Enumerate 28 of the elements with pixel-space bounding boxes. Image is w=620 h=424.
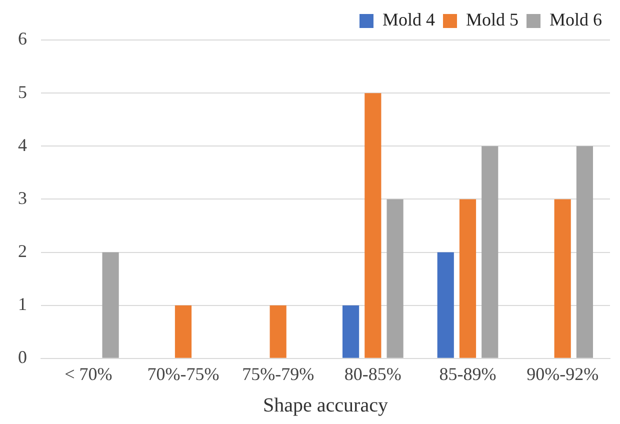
bar [386,199,404,358]
y-tick-label: 3 [18,188,27,208]
x-tick-label: < 70% [64,364,112,384]
y-tick-label: 2 [18,241,27,261]
x-tick-label: 70%-75% [147,364,220,384]
y-tick-label: 0 [18,347,27,368]
legend-label: Mold 5 [466,10,519,30]
bar [342,305,360,358]
bar [364,93,382,358]
x-tick-label: 85-89% [439,364,496,384]
bar [576,146,594,358]
y-tick-label: 6 [18,28,27,49]
bar [482,146,498,358]
y-tick-label: 1 [18,294,27,314]
bar [102,252,119,358]
x-axis-title: Shape accuracy [263,394,388,416]
x-tick-label: 75%-79% [242,364,314,384]
bar [437,252,454,358]
bar [459,199,476,358]
legend-label: Mold 6 [549,10,602,30]
x-tick-label: 90%-92% [526,364,599,384]
y-tick-label: 4 [18,134,27,155]
y-tick-label: 5 [18,82,27,102]
bar [270,305,286,358]
x-tick-label: 80-85% [344,364,402,384]
bar [554,199,571,358]
bar [174,305,192,358]
legend-label: Mold 4 [382,10,435,30]
